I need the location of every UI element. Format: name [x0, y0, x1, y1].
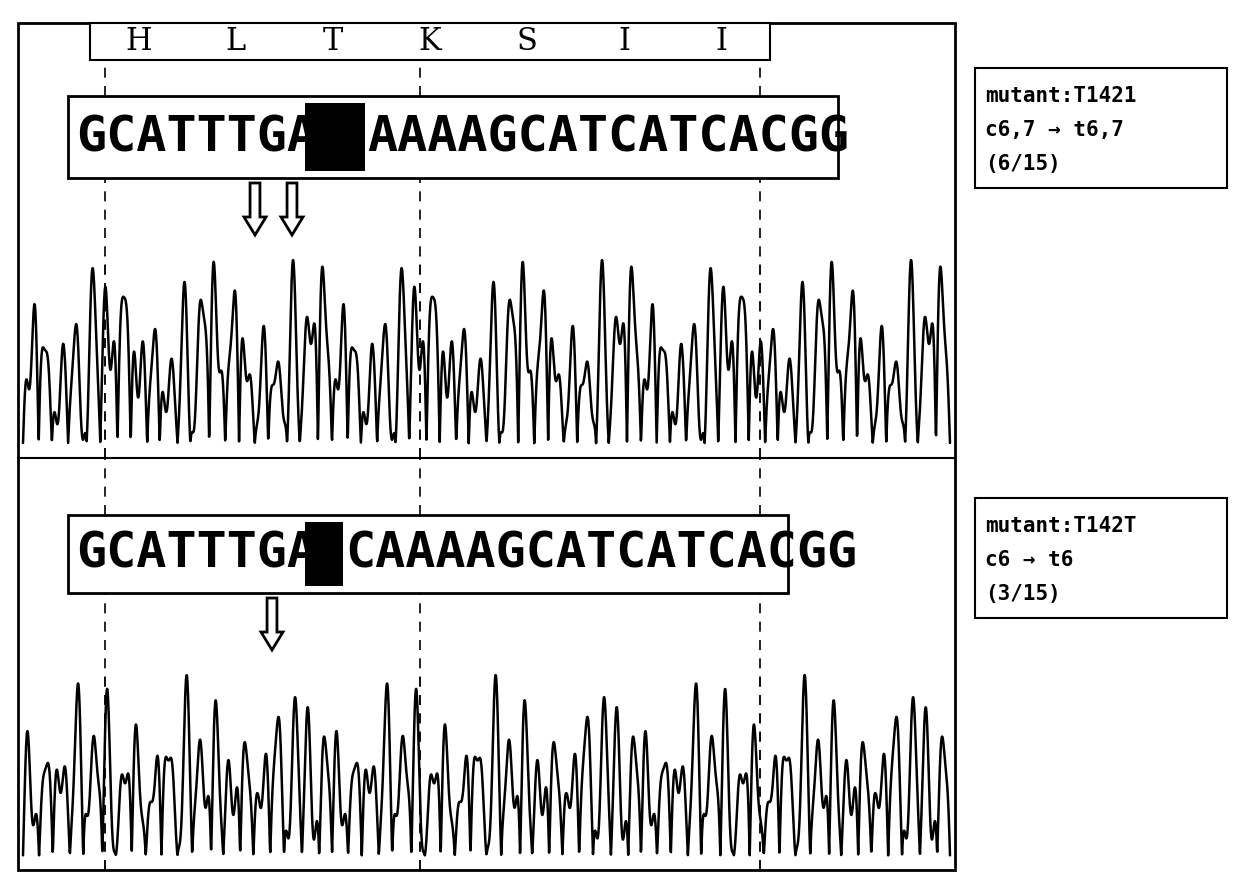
Polygon shape — [281, 183, 303, 235]
Text: GCATTTGA: GCATTTGA — [76, 530, 317, 578]
Text: mutant:T1421: mutant:T1421 — [985, 86, 1137, 106]
FancyBboxPatch shape — [305, 522, 343, 586]
Text: CAAAAGCATCATCACGG: CAAAAGCATCATCACGG — [345, 530, 857, 578]
Text: GCATTTGA: GCATTTGA — [76, 113, 317, 161]
FancyBboxPatch shape — [305, 103, 365, 171]
Text: (6/15): (6/15) — [985, 154, 1060, 174]
Text: I: I — [619, 26, 630, 57]
Polygon shape — [260, 598, 283, 650]
Text: T: T — [322, 26, 343, 57]
Text: L: L — [226, 26, 246, 57]
FancyBboxPatch shape — [91, 23, 770, 60]
Text: K: K — [419, 26, 441, 57]
Text: c6 → t6: c6 → t6 — [985, 550, 1074, 570]
FancyBboxPatch shape — [68, 96, 838, 178]
Text: (3/15): (3/15) — [985, 584, 1060, 604]
Text: H: H — [125, 26, 151, 57]
Text: I: I — [715, 26, 728, 57]
FancyBboxPatch shape — [975, 68, 1228, 188]
Text: AAAAGCATCATCACGG: AAAAGCATCATCACGG — [367, 113, 849, 161]
FancyBboxPatch shape — [68, 515, 787, 593]
Text: mutant:T142T: mutant:T142T — [985, 516, 1137, 536]
Polygon shape — [244, 183, 267, 235]
FancyBboxPatch shape — [19, 23, 955, 870]
Text: c6,7 → t6,7: c6,7 → t6,7 — [985, 120, 1123, 140]
Text: S: S — [517, 26, 538, 57]
FancyBboxPatch shape — [975, 498, 1228, 618]
